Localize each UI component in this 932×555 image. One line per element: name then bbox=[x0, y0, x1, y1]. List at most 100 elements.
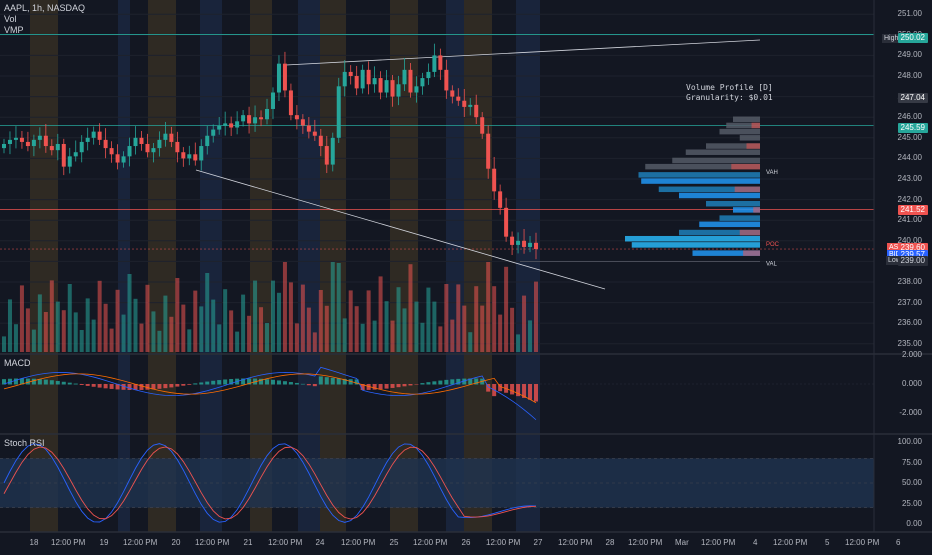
candle-body-43 bbox=[259, 117, 264, 120]
macd-hist-69 bbox=[414, 384, 419, 385]
time-tick-23: 12:00 PM bbox=[845, 538, 880, 547]
candle-body-14 bbox=[85, 137, 90, 142]
symbol-legend[interactable]: AAPL, 1h, NASDAQ bbox=[4, 3, 86, 13]
macd-hist-41 bbox=[247, 378, 252, 385]
macd-hist-58 bbox=[348, 379, 353, 385]
volume-profile-bar-5 bbox=[685, 149, 760, 155]
volume-bar-73 bbox=[438, 326, 443, 352]
macd-hist-52 bbox=[312, 384, 317, 387]
candle-body-49 bbox=[294, 115, 299, 120]
volume-bar-44 bbox=[265, 323, 270, 352]
macd-hist-73 bbox=[438, 380, 443, 385]
volume-bar-79 bbox=[474, 286, 479, 352]
macd-hist-53 bbox=[318, 376, 323, 385]
volume-bar-56 bbox=[336, 263, 341, 352]
volume-bar-14 bbox=[85, 298, 90, 352]
candle-body-23 bbox=[139, 137, 144, 144]
macd-hist-32 bbox=[193, 383, 198, 385]
volume-profile-sell-16 bbox=[739, 229, 760, 236]
val-label: VAL bbox=[766, 261, 778, 267]
candle-body-36 bbox=[217, 125, 222, 130]
volume-profile-bar-3 bbox=[739, 135, 760, 141]
volume-bar-78 bbox=[468, 332, 473, 352]
candle-body-46 bbox=[276, 63, 281, 93]
bid-tag-label: BID bbox=[887, 250, 903, 259]
volume-bar-60 bbox=[360, 323, 365, 352]
time-tick-20: 4 bbox=[753, 538, 758, 547]
time-tick-11: 12:00 PM bbox=[413, 538, 448, 547]
time-tick-8: 24 bbox=[315, 538, 325, 547]
candle-body-58 bbox=[348, 71, 353, 77]
session-band-2 bbox=[148, 0, 176, 532]
volume-bar-11 bbox=[67, 284, 72, 352]
macd-hist-89 bbox=[534, 384, 538, 402]
volume-profile-bar-9 bbox=[641, 178, 760, 184]
candle-body-3 bbox=[19, 137, 24, 142]
poc-label: POC bbox=[766, 242, 780, 248]
volume-bar-88 bbox=[528, 320, 533, 352]
volume-profile-bar-18 bbox=[631, 242, 760, 248]
macd-hist-63 bbox=[378, 384, 383, 390]
macd-hist-59 bbox=[354, 379, 359, 385]
volume-bar-83 bbox=[498, 314, 503, 352]
macd-hist-19 bbox=[115, 384, 120, 390]
volume-bar-21 bbox=[127, 274, 132, 352]
volume-bar-62 bbox=[372, 320, 377, 352]
volume-bar-0 bbox=[2, 336, 6, 352]
session-band-4 bbox=[250, 0, 272, 532]
macd-hist-21 bbox=[127, 384, 132, 391]
volume-profile-sell-13 bbox=[753, 207, 760, 213]
candle-body-68 bbox=[408, 69, 413, 93]
candle-body-82 bbox=[492, 168, 497, 192]
low-tag-label: Low bbox=[886, 256, 903, 265]
volume-profile-bar-16 bbox=[679, 229, 760, 236]
volume-bar-54 bbox=[324, 305, 329, 352]
time-tick-15: 12:00 PM bbox=[558, 538, 593, 547]
volume-profile-bar-7 bbox=[645, 163, 760, 170]
low-price-tag: 239.00 bbox=[897, 256, 928, 266]
vol-indicator-label[interactable]: Vol bbox=[4, 14, 17, 24]
volume-bar-1 bbox=[7, 299, 12, 352]
volume-profile-granularity: Granularity: $0.01 bbox=[686, 93, 773, 102]
macd-hist-44 bbox=[265, 379, 270, 385]
macd-hist-70 bbox=[420, 383, 425, 385]
candle-body-8 bbox=[49, 146, 54, 151]
volume-bar-69 bbox=[414, 301, 419, 352]
stoch-rsi-pane-label[interactable]: Stoch RSI bbox=[4, 438, 45, 448]
volume-profile-bar-12 bbox=[706, 200, 760, 207]
volume-profile-bar-15 bbox=[699, 221, 760, 228]
candle-body-83 bbox=[498, 191, 503, 208]
macd-hist-68 bbox=[408, 384, 413, 386]
volume-bar-8 bbox=[49, 280, 54, 352]
session-band-5 bbox=[298, 0, 320, 532]
line-price-tag-1: 247.04 bbox=[897, 93, 928, 103]
candle-body-70 bbox=[420, 78, 425, 87]
vmp-indicator-label[interactable]: VMP bbox=[4, 25, 24, 35]
macd-hist-76 bbox=[456, 378, 461, 385]
candle-body-22 bbox=[133, 137, 138, 147]
candle-body-87 bbox=[522, 240, 527, 247]
candle-body-27 bbox=[163, 133, 168, 140]
price-tick-16: 235.00 bbox=[897, 338, 922, 348]
volume-bar-6 bbox=[37, 294, 42, 352]
macd-hist-13 bbox=[79, 384, 84, 386]
macd-hist-0 bbox=[2, 379, 6, 385]
macd-pane-label[interactable]: MACD bbox=[4, 358, 31, 368]
macd-hist-27 bbox=[163, 384, 168, 389]
macd-hist-55 bbox=[330, 377, 335, 385]
time-tick-22: 5 bbox=[825, 538, 830, 547]
macd-hist-31 bbox=[187, 384, 192, 385]
volume-bar-55 bbox=[330, 262, 335, 352]
volume-bar-57 bbox=[342, 318, 347, 352]
volume-profile-bar-2 bbox=[719, 128, 760, 135]
volume-profile-bar-11 bbox=[679, 192, 760, 199]
candle-body-16 bbox=[97, 131, 102, 140]
stoch-band bbox=[0, 458, 874, 508]
time-tick-6: 21 bbox=[243, 538, 253, 547]
time-tick-14: 27 bbox=[533, 538, 543, 547]
session-band-8 bbox=[446, 0, 464, 532]
macd-hist-18 bbox=[109, 384, 114, 389]
volume-bar-80 bbox=[480, 305, 485, 352]
